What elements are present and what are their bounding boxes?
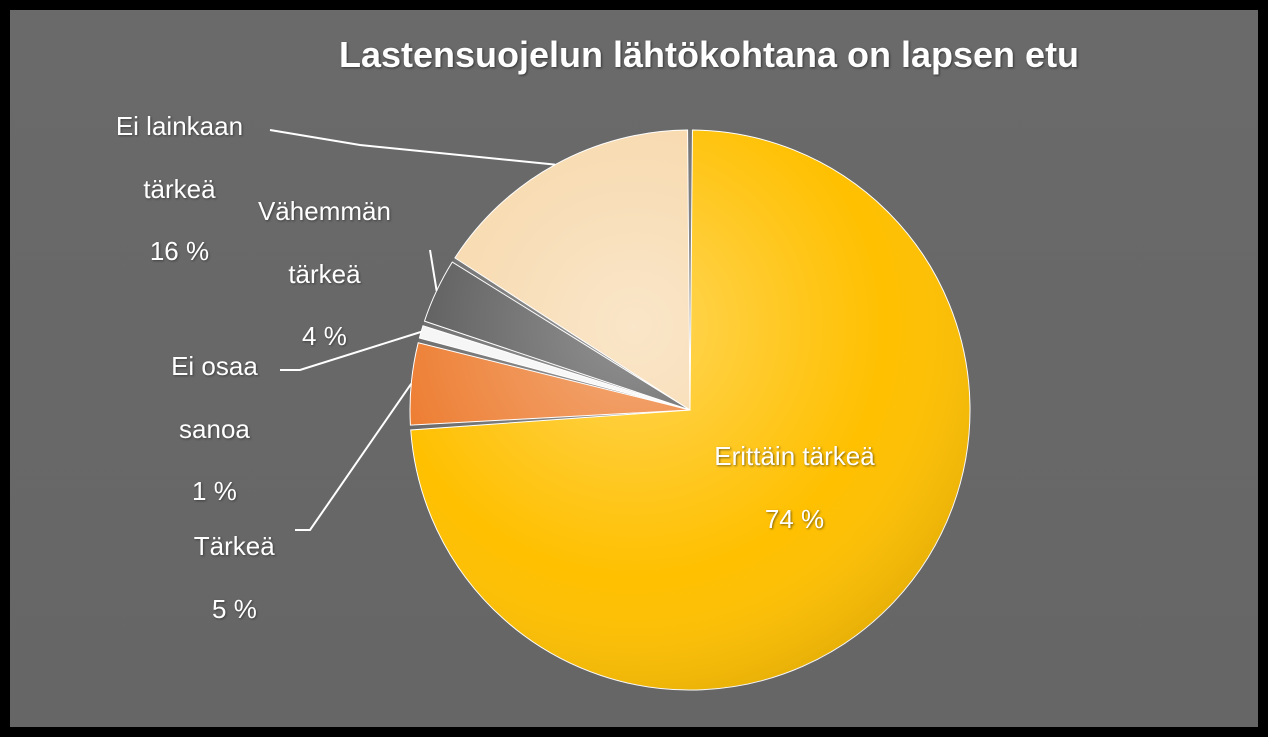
label-text: Erittäin tärkeä — [714, 441, 874, 471]
label-ei-lainkaan-tarkea: Ei lainkaan tärkeä 16 % — [55, 80, 275, 298]
label-percent: 74 % — [765, 504, 824, 534]
label-percent: 1 % — [192, 476, 237, 506]
leader-line — [295, 384, 411, 530]
label-text: Ei lainkaan — [116, 111, 243, 141]
chart-frame: Lastensuojelun lähtökohtana on lapsen et… — [0, 0, 1268, 737]
label-text-2: tärkeä — [288, 259, 360, 289]
label-text: Vähemmän — [258, 196, 391, 226]
leader-line — [270, 130, 555, 165]
label-percent: 5 % — [212, 594, 257, 624]
label-text-2: tärkeä — [143, 174, 215, 204]
label-erittain-tarkea: Erittäin tärkeä 74 % — [650, 410, 910, 566]
label-percent: 16 % — [150, 236, 209, 266]
label-percent: 4 % — [302, 321, 347, 351]
leader-line — [430, 250, 437, 291]
label-text-2: sanoa — [179, 414, 250, 444]
